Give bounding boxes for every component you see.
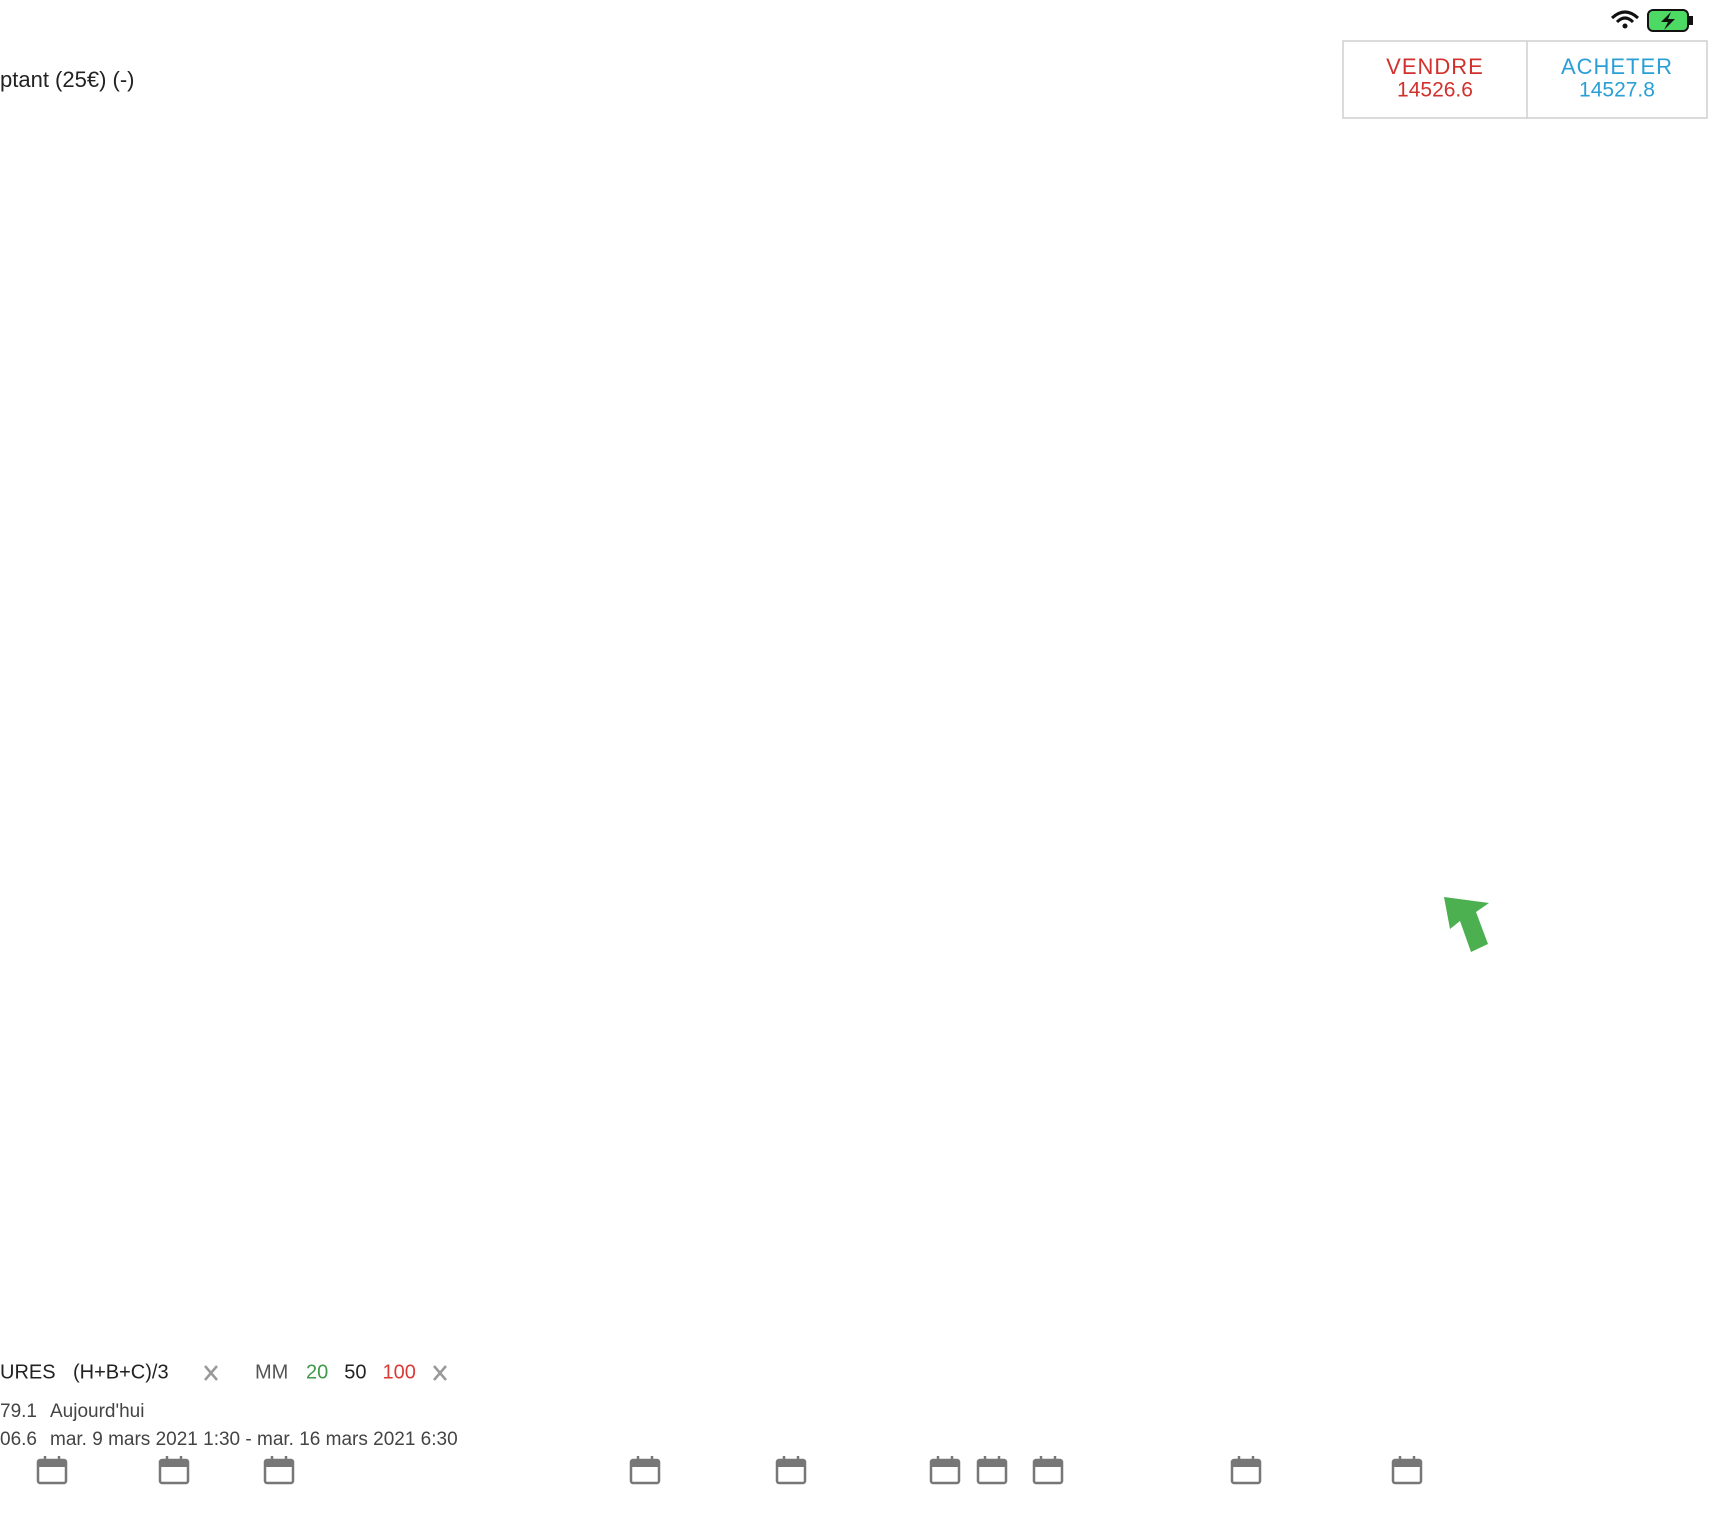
info-period: Aujourd'hui [50, 1401, 144, 1422]
legend-entry: 20 [306, 1361, 328, 1383]
chart-title: ptant (25€) (-) [0, 67, 135, 92]
legend-price-type: (H+B+C)/3 [73, 1361, 169, 1383]
status-icons [1610, 9, 1693, 32]
buy-price[interactable]: 14527.8 [1579, 79, 1655, 102]
info-value: 79.1 [0, 1401, 37, 1422]
charging-bolt [1661, 12, 1675, 30]
battery-tip [1689, 16, 1693, 25]
buy-label[interactable]: ACHETER [1561, 54, 1673, 79]
trade-box [1342, 40, 1708, 119]
sell-price[interactable]: 14526.6 [1397, 79, 1473, 102]
sell-button[interactable]: VENDRE 14526.6 [1386, 54, 1484, 102]
ma-legend: 20 50 100 [306, 1361, 416, 1383]
wifi-dot [1622, 23, 1628, 29]
wifi-icon [1610, 10, 1640, 24]
legend-chart-kind: URES [0, 1361, 56, 1383]
buy-button[interactable]: ACHETER 14527.8 [1561, 54, 1673, 102]
close-icon[interactable] [433, 1365, 447, 1381]
legend-entry: 100 [383, 1361, 416, 1383]
legend-ma-label: MM [255, 1361, 288, 1383]
info-value: 06.6 [0, 1429, 37, 1450]
position-arrow [1444, 897, 1489, 952]
sell-label[interactable]: VENDRE [1386, 54, 1484, 79]
trade-panel: VENDRE 14526.6 ACHETER 14527.8 [1342, 40, 1708, 119]
legend: URES (H+B+C)/3 MM 20 50 100 79.1 Aujourd'h… [0, 1361, 458, 1450]
close-icon[interactable] [204, 1365, 218, 1381]
legend-entry: 50 [344, 1361, 366, 1383]
info-range: mar. 9 mars 2021 1:30 - mar. 16 mars 202… [50, 1429, 458, 1450]
